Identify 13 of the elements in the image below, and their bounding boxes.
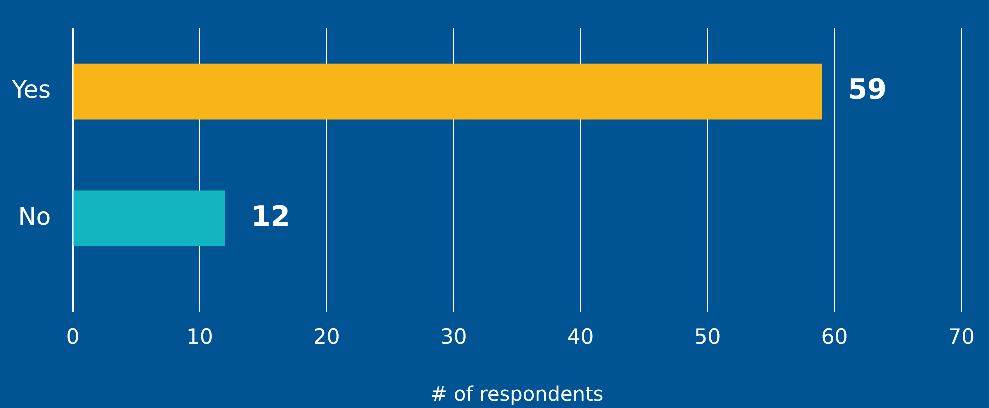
data-label: 12 — [251, 200, 290, 233]
x-tick-label: 20 — [314, 325, 340, 350]
data-label: 59 — [848, 73, 887, 106]
x-tick-label: 40 — [567, 325, 594, 350]
x-tick-label: 0 — [66, 325, 80, 350]
y-tick-label: No — [18, 202, 51, 231]
x-tick-label: 70 — [948, 325, 976, 350]
x-tick-label: 50 — [694, 325, 722, 350]
x-axis-title: # of respondents — [430, 382, 604, 406]
y-tick-label: Yes — [11, 76, 51, 104]
x-tick-label: 60 — [821, 325, 848, 350]
x-tick-label: 30 — [440, 325, 468, 350]
x-tick-label: 10 — [186, 325, 214, 350]
